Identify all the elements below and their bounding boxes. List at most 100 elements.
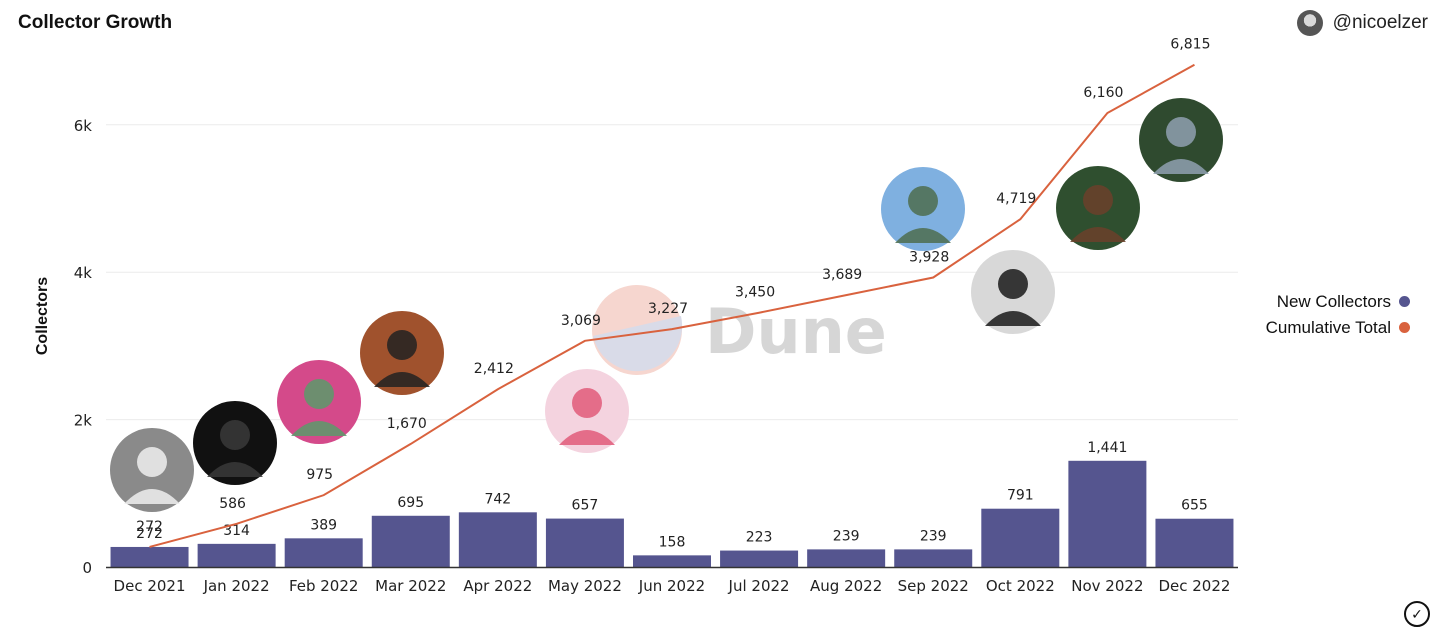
bar-value-label: 1,441	[1087, 440, 1127, 456]
photo-head	[572, 388, 602, 418]
dune-logo-icon	[592, 285, 683, 375]
photo-body	[985, 311, 1041, 326]
bar-value-label: 223	[746, 530, 773, 546]
user-badge[interactable]: @nicoelzer	[1296, 10, 1428, 36]
photo-head	[220, 420, 250, 450]
x-tick-label: Dec 2022	[1158, 577, 1230, 595]
photo-head	[304, 379, 334, 409]
bar	[110, 546, 189, 567]
bar-value-label: 239	[833, 528, 860, 544]
line-value-label: 6,160	[1083, 85, 1123, 101]
photo-body	[291, 421, 347, 436]
photo-body	[559, 430, 615, 445]
bar	[197, 543, 276, 567]
legend-swatch-cumulative	[1399, 322, 1410, 333]
line-value-label: 975	[306, 467, 333, 483]
photo-avatar-icon	[193, 401, 277, 485]
bar-value-label: 695	[397, 495, 424, 511]
line-value-label: 3,689	[822, 267, 862, 283]
photo-body	[1153, 159, 1209, 174]
bar	[894, 549, 973, 567]
x-tick-label: Dec 2021	[114, 577, 186, 595]
x-tick-label: May 2022	[548, 577, 622, 595]
bar	[807, 549, 886, 567]
bar-value-label: 158	[659, 534, 686, 550]
bar	[545, 518, 624, 567]
legend-item-cumulative[interactable]: Cumulative Total	[1266, 318, 1410, 337]
photo-head	[908, 186, 938, 216]
photo-body	[374, 372, 430, 387]
photo-head	[1083, 185, 1113, 215]
x-tick-label: Sep 2022	[898, 577, 969, 595]
photo-head	[137, 447, 167, 477]
photo-body	[124, 489, 180, 504]
line-value-label: 3,069	[561, 313, 601, 329]
bar	[1068, 460, 1147, 567]
line-value-label: 1,670	[387, 416, 427, 432]
cumulative-line	[149, 63, 1195, 548]
photo-avatar-icon	[1056, 166, 1140, 250]
bar-value-label: 389	[310, 517, 337, 533]
bar-value-label: 239	[920, 528, 947, 544]
photo-body	[207, 462, 263, 477]
avatar	[1296, 10, 1323, 36]
bar	[720, 550, 799, 567]
line-value-label: 3,928	[909, 250, 949, 266]
y-tick-label: 0	[82, 559, 92, 577]
line-value-label: 272	[136, 519, 163, 535]
photo-avatar-icon	[277, 360, 361, 444]
x-tick-label: Apr 2022	[463, 577, 532, 595]
bar	[371, 515, 450, 567]
photo-head	[1166, 117, 1196, 147]
watermark-text: Dune	[705, 295, 887, 368]
line-value-label: 2,412	[474, 361, 514, 377]
x-axis: Dec 2021 Jan 2022 Feb 2022 Mar 2022 Apr 2022…	[106, 566, 1238, 595]
line-value-label: 3,227	[648, 301, 688, 317]
bar	[284, 538, 363, 567]
y-axis: 0 2k 4k 6k	[74, 117, 93, 577]
bar-value-label: 314	[223, 523, 250, 539]
photo-avatar-icon	[971, 250, 1055, 334]
photo-body	[895, 228, 951, 243]
photo-avatar-icon	[110, 428, 194, 512]
y-tick-label: 6k	[74, 117, 93, 135]
legend-label-cumulative: Cumulative Total	[1265, 317, 1391, 337]
x-tick-label: Aug 2022	[810, 577, 882, 595]
legend: New Collectors Cumulative Total	[1266, 292, 1410, 344]
bar-value-label: 655	[1181, 498, 1208, 514]
username: @nicoelzer	[1332, 12, 1428, 33]
gridlines	[106, 124, 1238, 421]
dune-watermark: Dune	[592, 285, 887, 375]
bar-value-label: 791	[1007, 488, 1034, 504]
bar	[981, 508, 1060, 567]
photo-avatar-icon	[545, 369, 629, 453]
photos-layer	[110, 98, 1223, 512]
bar	[458, 512, 537, 567]
photo-head	[387, 330, 417, 360]
photo-head	[998, 269, 1028, 299]
photo-avatar-icon	[360, 311, 444, 395]
bar-value-label: 657	[572, 498, 599, 514]
bars-layer: 272 314 389 695 742 657 158 223 239 239 791 1,441 65…	[110, 440, 1234, 567]
legend-item-new[interactable]: New Collectors	[1266, 292, 1410, 311]
line-value-label: 6,815	[1170, 37, 1210, 53]
line-layer: 272 586 975 1,670 2,412 3,069 3,227 3,450 3,689 3…	[136, 37, 1211, 548]
chart-title: Collector Growth	[18, 12, 173, 33]
line-value-label: 3,450	[735, 285, 775, 301]
photo-body	[1070, 227, 1126, 242]
y-tick-label: 4k	[74, 264, 93, 282]
line-value-label: 4,719	[996, 191, 1036, 207]
legend-swatch-new	[1399, 296, 1410, 307]
x-tick-label: Feb 2022	[289, 577, 359, 595]
legend-label-new: New Collectors	[1276, 291, 1391, 311]
photo-avatar-icon	[1139, 98, 1223, 182]
x-tick-label: Jan 2022	[203, 577, 270, 595]
x-tick-label: Jun 2022	[638, 577, 705, 595]
bar-value-label: 272	[136, 526, 163, 542]
y-tick-label: 2k	[74, 412, 93, 430]
x-tick-label: Jul 2022	[728, 577, 790, 595]
check-circle-icon[interactable]: ✓	[1404, 601, 1430, 627]
bar	[1155, 518, 1234, 567]
line-value-label: 586	[219, 496, 246, 512]
